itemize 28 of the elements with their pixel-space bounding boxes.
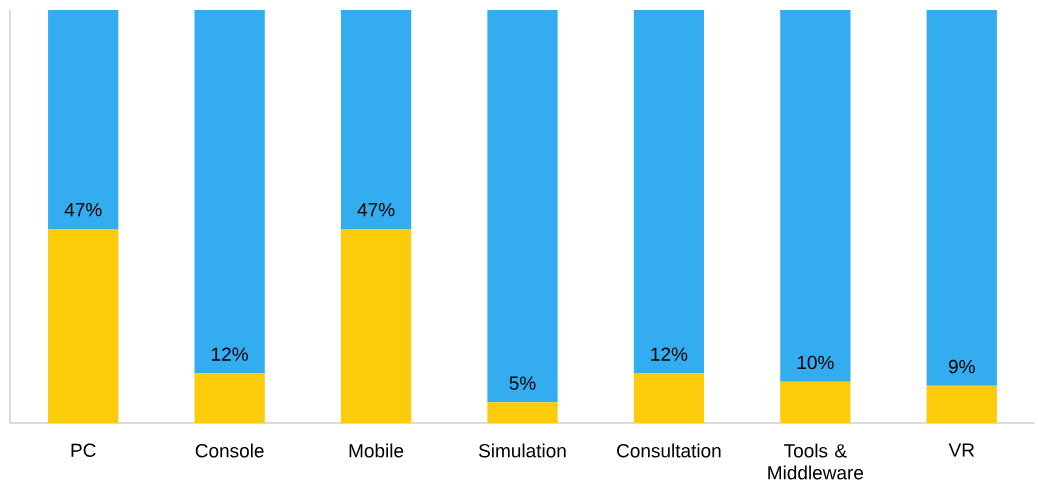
bar — [48, 228, 119, 423]
data-label: 9% — [948, 359, 975, 374]
x-tick-label: VR — [948, 443, 975, 457]
bar — [194, 10, 265, 374]
bar — [780, 381, 851, 423]
bar — [48, 10, 119, 229]
bar — [194, 373, 265, 423]
x-tick-label: PC — [71, 443, 96, 457]
x-tick-label: Simulation — [478, 443, 566, 458]
data-label: 12% — [651, 347, 688, 361]
bar — [780, 10, 851, 382]
bar — [487, 402, 558, 423]
data-label: 47% — [64, 203, 102, 217]
bar — [633, 373, 705, 423]
x-tick-label: Tools & Middleware — [768, 443, 864, 480]
data-label: 47% — [357, 203, 395, 217]
bar — [340, 228, 412, 423]
bar — [340, 10, 412, 229]
bar — [926, 385, 997, 423]
bar — [633, 10, 705, 374]
data-label: 10% — [797, 355, 834, 370]
x-tick-label: Mobile — [349, 443, 404, 458]
data-label: 5% — [509, 376, 536, 390]
x-tick-label: Console — [195, 443, 264, 458]
x-tick-label: Consultation — [617, 443, 721, 458]
bar — [926, 10, 997, 386]
bar — [487, 10, 558, 403]
data-label: 12% — [212, 347, 248, 361]
